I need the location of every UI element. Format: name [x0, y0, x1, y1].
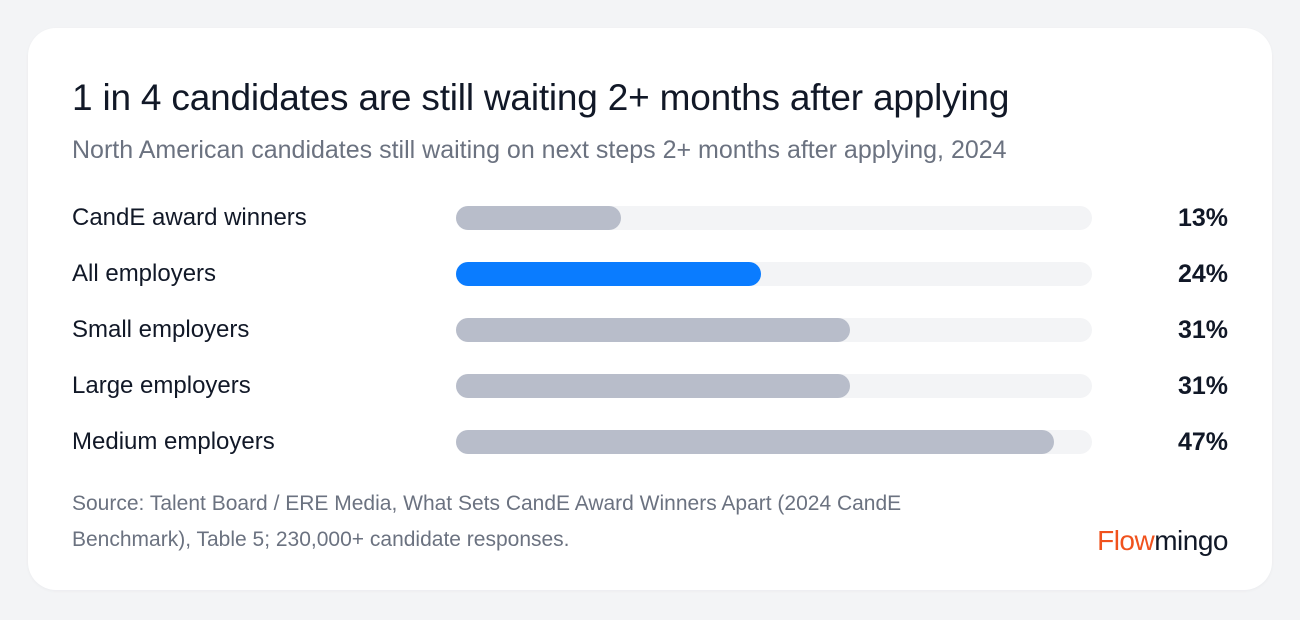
category-label: Large employers	[72, 372, 251, 399]
chart-subtitle: North American candidates still waiting …	[72, 136, 1007, 164]
bar-row: CandE award winners 13%	[28, 201, 1272, 235]
brand-logo: Flowmingo	[1097, 524, 1228, 558]
value-label: 31%	[1177, 316, 1228, 344]
value-label: 13%	[1177, 204, 1228, 232]
chart-card: 1 in 4 candidates are still waiting 2+ m…	[28, 28, 1272, 590]
category-label: All employers	[72, 260, 217, 287]
category-label: CandE award winners	[72, 204, 307, 231]
bar-row: Large employers 31%	[28, 369, 1272, 403]
bar	[456, 206, 622, 230]
category-label: Medium employers	[72, 428, 275, 455]
bar	[456, 430, 1054, 454]
bar	[456, 374, 851, 398]
value-label: 47%	[1177, 428, 1228, 456]
bar	[456, 262, 762, 286]
chart-title: 1 in 4 candidates are still waiting 2+ m…	[72, 77, 1010, 118]
bar	[456, 318, 851, 342]
bar-row: All employers 24%	[28, 257, 1272, 291]
value-label: 24%	[1177, 260, 1228, 288]
brand-logo-part-mingo: mingo	[1154, 525, 1228, 556]
bar-track	[456, 318, 1092, 342]
source-note: Source: Talent Board / ERE Media, What S…	[72, 492, 902, 551]
bar-track	[456, 262, 1092, 286]
category-label: Small employers	[72, 316, 250, 343]
bar-chart: CandE award winners 13% All employers 24% Sm…	[28, 28, 1272, 590]
bar-row: Medium employers 47%	[28, 425, 1272, 459]
bar-track	[456, 430, 1092, 454]
value-label: 31%	[1177, 372, 1228, 400]
bar-track	[456, 206, 1092, 230]
bar-row: Small employers 31%	[28, 313, 1272, 347]
brand-logo-part-flow: Flow	[1097, 525, 1155, 556]
bar-track	[456, 374, 1092, 398]
